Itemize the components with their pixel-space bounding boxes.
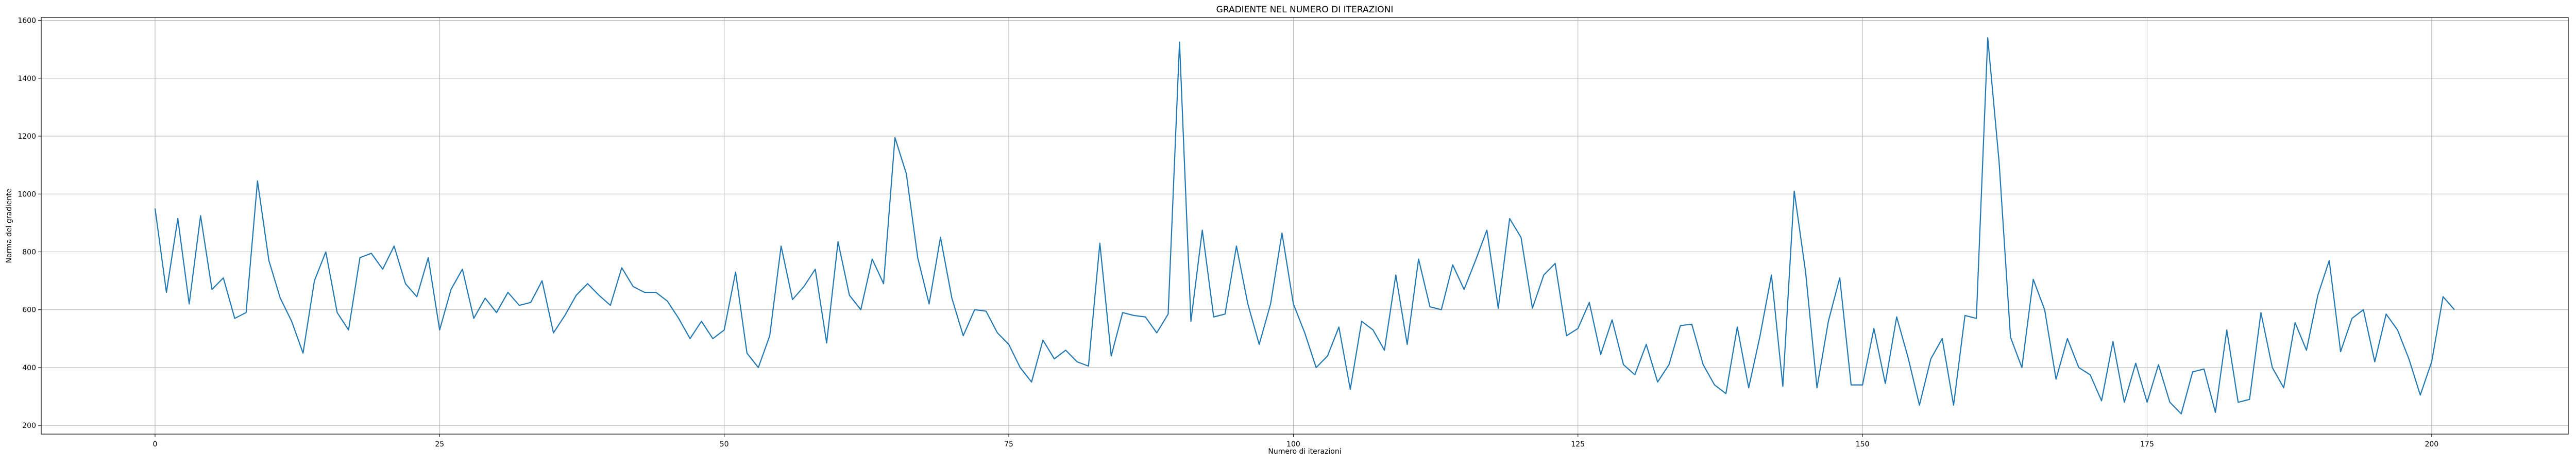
x-tick-label: 25: [435, 440, 444, 449]
chart-title: GRADIENTE NEL NUMERO DI ITERAZIONI: [1216, 5, 1394, 15]
x-tick-label: 0: [152, 440, 157, 449]
y-tick-label: 1600: [18, 17, 36, 25]
x-tick-label: 75: [1004, 440, 1013, 449]
y-tick-label: 1200: [18, 132, 36, 141]
x-tick-label: 200: [2425, 440, 2438, 449]
x-tick-label: 50: [720, 440, 729, 449]
y-tick-label: 600: [22, 306, 36, 314]
x-tick-label: 100: [1286, 440, 1300, 449]
x-tick-label: 150: [1856, 440, 1870, 449]
series-line: [154, 37, 2455, 415]
x-axis-label: Numero di iterazioni: [1268, 448, 1341, 456]
y-tick-label: 1400: [18, 75, 36, 83]
y-tick-label: 200: [22, 422, 36, 430]
plot-frame: [41, 17, 2569, 435]
y-tick-label: 400: [22, 364, 36, 372]
series-layer: [154, 37, 2455, 415]
x-tick-label: 125: [1571, 440, 1585, 449]
grid: [41, 18, 2568, 434]
ticks: 0 25 50 75 100 125 150 175 200 200 400 600 800 1000 12…: [18, 17, 2438, 449]
y-axis-label: Norma del gradiente: [5, 189, 13, 263]
y-tick-label: 1000: [18, 190, 36, 198]
x-tick-label: 175: [2140, 440, 2154, 449]
y-tick-label: 800: [22, 248, 36, 257]
